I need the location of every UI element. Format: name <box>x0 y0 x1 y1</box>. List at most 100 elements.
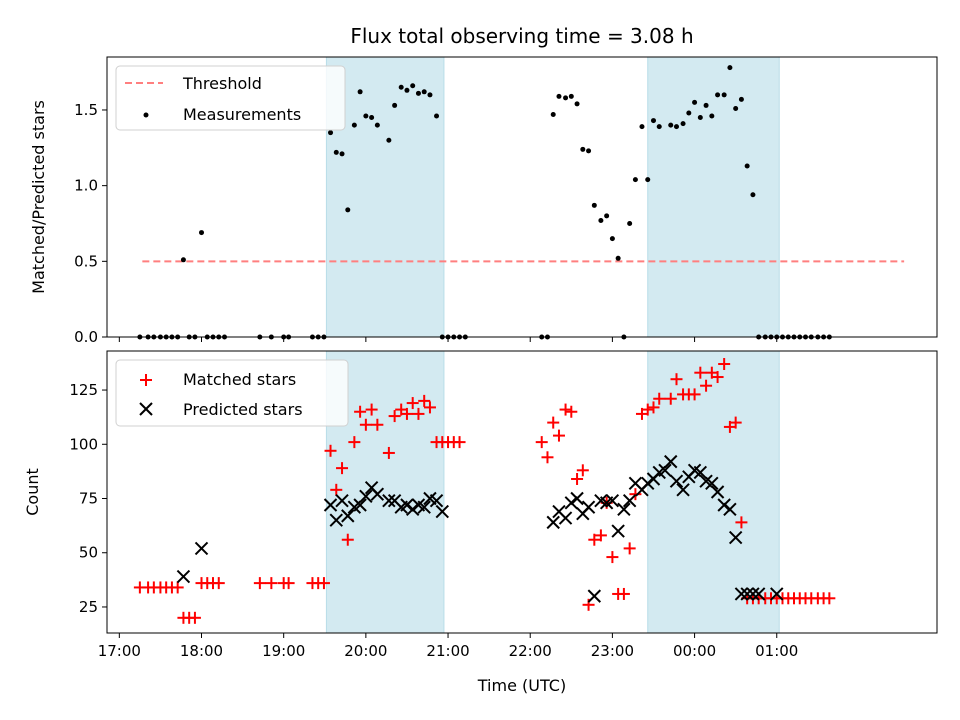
measurement-point <box>604 213 610 219</box>
predicted-star-point <box>435 504 449 519</box>
predicted-star-point <box>587 589 602 603</box>
measurement-point <box>345 207 351 213</box>
measurement-point <box>357 89 363 95</box>
measurement-point <box>580 146 586 152</box>
measurement-point <box>709 113 715 119</box>
top-x-ticks <box>118 337 778 342</box>
matched-star-point <box>670 373 683 386</box>
matched-star-point <box>341 533 354 546</box>
predicted-stars-points <box>176 454 784 603</box>
legend-measurements-label: Measurements <box>183 105 301 124</box>
x-axis-label: Time (UTC) <box>477 676 566 695</box>
matched-star-point <box>606 551 619 564</box>
shaded-interval <box>325 56 445 338</box>
matched-star-point <box>559 403 572 416</box>
matched-star-point <box>371 418 384 431</box>
predicted-star-point <box>669 474 684 488</box>
measurement-point <box>650 118 656 124</box>
top-plot-frame <box>106 56 938 338</box>
matched-star-point <box>823 592 836 605</box>
matched-star-point <box>188 611 201 624</box>
measurement-point <box>733 105 739 111</box>
matched-star-point <box>718 358 731 371</box>
y-tick-label: 125 <box>69 381 98 399</box>
measurement-point <box>563 95 569 101</box>
measurement-point <box>615 255 621 261</box>
predicted-star-point <box>335 493 349 508</box>
matched-star-point <box>317 577 330 590</box>
measurement-point <box>180 257 186 263</box>
predicted-star-point <box>176 569 191 584</box>
bottom-panel: 25 50 75 100 125 17:00 18:00 19:00 20:00 21:00 22… <box>23 350 938 695</box>
predicted-star-point <box>558 511 573 525</box>
measurement-point <box>374 122 380 128</box>
x-tick-label: 21:00 <box>426 642 469 660</box>
predicted-star-point <box>617 502 631 517</box>
matched-star-point <box>700 379 713 392</box>
measurement-point <box>639 124 645 130</box>
predicted-star-point <box>329 513 343 527</box>
measurement-point <box>339 151 345 157</box>
x-tick-label: 01:00 <box>755 642 798 660</box>
measurement-point <box>421 89 427 95</box>
measurement-point <box>398 84 404 90</box>
matched-star-point <box>412 407 425 420</box>
predicted-star-point <box>429 493 444 508</box>
predicted-star-point <box>546 515 560 530</box>
shaded-interval <box>647 56 780 338</box>
predicted-star-point <box>417 500 431 514</box>
measurement-point <box>586 148 592 154</box>
legend-threshold-label: Threshold <box>182 74 262 93</box>
matched-star-point <box>711 371 724 384</box>
legend-predicted-label: Predicted stars <box>183 400 303 419</box>
legend-matched-swatch <box>140 374 152 386</box>
predicted-star-point <box>705 476 719 491</box>
matched-star-point <box>382 446 395 459</box>
matched-star-point <box>617 587 630 600</box>
matched-star-point <box>324 444 337 457</box>
x-tick-label: 22:00 <box>509 642 552 660</box>
predicted-star-point <box>676 483 690 497</box>
matched-star-point <box>541 451 554 464</box>
measurement-point <box>591 202 597 208</box>
measurement-point <box>645 177 651 183</box>
shaded-interval <box>647 350 780 634</box>
measurement-point <box>697 115 703 121</box>
measurement-point <box>363 113 369 119</box>
matched-star-point <box>623 542 636 555</box>
bottom-y-ticks: 25 50 75 100 125 <box>69 381 107 616</box>
predicted-star-point <box>611 524 625 538</box>
matched-star-point <box>694 366 707 379</box>
matched-star-point <box>282 577 295 590</box>
matched-star-point <box>453 436 466 449</box>
y-tick-label: 0.0 <box>74 328 98 346</box>
predicted-star-point <box>746 587 760 601</box>
matched-stars-points <box>133 358 836 624</box>
legend-predicted-swatch <box>139 402 153 416</box>
measurement-point <box>632 177 638 183</box>
predicted-star-point <box>353 498 367 512</box>
matched-star-point <box>588 533 601 546</box>
bottom-y-axis-label: Count <box>23 468 42 516</box>
x-tick-label: 17:00 <box>98 642 141 660</box>
matched-star-point <box>594 529 607 542</box>
measurement-point <box>434 113 440 119</box>
matched-star-point <box>171 581 184 594</box>
top-legend: Threshold Measurements <box>115 65 346 131</box>
matched-star-point <box>565 405 578 418</box>
matched-star-point <box>535 436 548 449</box>
x-tick-label: 19:00 <box>262 642 305 660</box>
measurement-point <box>680 121 686 127</box>
predicted-star-point <box>693 465 708 480</box>
measurement-point <box>692 99 698 105</box>
predicted-star-point <box>605 493 620 508</box>
measurement-point <box>656 124 662 130</box>
bottom-legend: Matched stars Predicted stars <box>115 359 349 427</box>
matched-star-point <box>647 401 660 414</box>
predicted-star-point <box>770 587 784 601</box>
predicted-star-point <box>723 502 737 517</box>
y-tick-label: 0.5 <box>74 252 98 270</box>
top-legend-box <box>115 65 346 131</box>
predicted-star-point <box>622 493 637 508</box>
